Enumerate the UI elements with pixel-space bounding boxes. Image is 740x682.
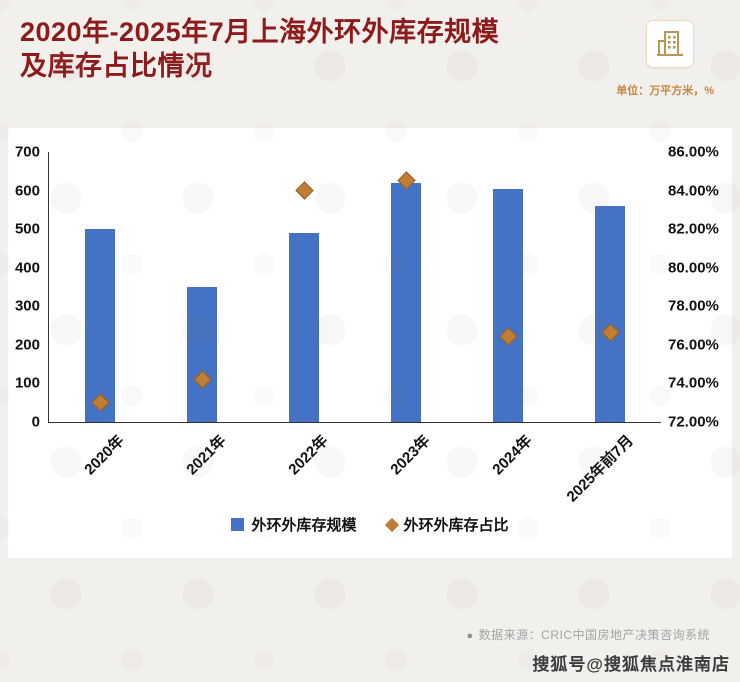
left-tick-label: 200 — [14, 336, 40, 354]
x-tick-label: 2023年 — [386, 432, 434, 479]
chart-legend: 外环外库存规模 外环外库存占比 — [8, 514, 732, 535]
left-tick-label: 600 — [14, 182, 40, 200]
right-tick-label: 86.00% — [668, 143, 719, 161]
scatter-point-2021年 — [193, 369, 212, 389]
scatter-point-2023年 — [397, 171, 416, 190]
points-layer — [49, 152, 661, 422]
right-axis-ticks: 86.00% 84.00% 82.00% 80.00% 78.00% 76.00% 74.0… — [666, 144, 732, 431]
bar-2023年 — [391, 182, 421, 422]
left-tick-label: 400 — [14, 259, 40, 277]
right-tick-label: 78.00% — [668, 297, 719, 315]
left-axis-ticks: 700 600 500 400 300 200 100 0 — [8, 144, 44, 431]
x-tick-label: 2025年前7月 — [563, 432, 638, 506]
data-source-text: 数据来源：CRIC中国房地产决策咨询系统 — [478, 628, 710, 642]
left-tick-label: 300 — [14, 297, 40, 315]
right-tick-label: 80.00% — [668, 259, 719, 277]
right-tick-label: 76.00% — [668, 336, 719, 354]
x-tick-label: 2021年 — [182, 432, 230, 479]
legend-label: 外环外库存占比 — [403, 517, 509, 534]
chart-card: 700 600 500 400 300 200 100 0 86.00% 84.00% 82.00… — [8, 128, 732, 558]
left-tick-label: 100 — [14, 374, 40, 392]
legend-diamond-icon — [384, 517, 399, 532]
page-title: 2020年-2025年7月上海外环外库存规模 及库存占比情况 — [20, 16, 499, 84]
building-icon — [646, 20, 694, 68]
x-tick-label: 2024年 — [488, 432, 536, 479]
legend-item: 外环外库存规模 — [231, 514, 357, 535]
right-tick-label: 72.00% — [668, 413, 719, 431]
left-tick-label: 700 — [14, 143, 40, 161]
scatter-point-2024年 — [499, 327, 518, 346]
bar-2024年 — [493, 188, 523, 422]
bars-layer — [49, 152, 661, 422]
x-tick-label: 2022年 — [284, 432, 332, 479]
x-tick-label: 2020年 — [80, 432, 128, 479]
legend-label: 外环外库存规模 — [251, 517, 357, 534]
x-axis-labels: 2020年 2021年 2022年 2023年 2024年 2025年前7月 — [48, 424, 660, 508]
building-icon-glyph — [657, 31, 683, 56]
legend-square-icon — [231, 518, 245, 531]
watermark-credit: 搜狐号@搜狐焦点淮南店 — [532, 655, 730, 674]
bar-2025年前7月 — [595, 206, 625, 422]
data-source: ● 数据来源：CRIC中国房地产决策咨询系统 — [467, 626, 711, 643]
unit-note: 单位：万平方米，% — [616, 85, 714, 97]
scatter-point-2022年 — [295, 180, 314, 200]
right-tick-label: 74.00% — [668, 374, 719, 392]
left-tick-label: 500 — [14, 220, 40, 238]
plot-area — [48, 152, 661, 423]
scatter-point-2025年前7月 — [601, 323, 620, 342]
bullet-icon: ● — [466, 630, 474, 642]
right-tick-label: 82.00% — [668, 220, 719, 238]
scatter-point-2020年 — [91, 393, 110, 412]
bar-2021年 — [187, 287, 217, 422]
left-tick-label: 0 — [31, 413, 40, 431]
right-tick-label: 84.00% — [668, 182, 719, 200]
title-line-2: 及库存占比情况 — [20, 50, 213, 81]
legend-item: 外环外库存占比 — [384, 514, 509, 535]
bar-2022年 — [289, 233, 319, 422]
bar-2020年 — [84, 229, 115, 422]
title-line-1: 2020年-2025年7月上海外环外库存规模 — [20, 17, 500, 47]
